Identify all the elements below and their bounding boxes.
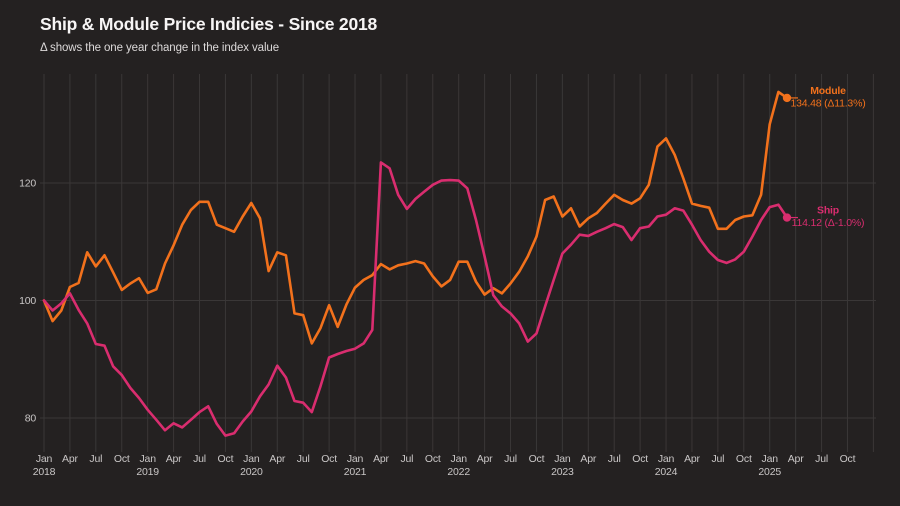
x-tick-label: Jan [140, 453, 157, 465]
x-tick-label: Oct [425, 453, 441, 465]
x-tick-label: Apr [477, 453, 493, 465]
x-tick-label: Oct [840, 453, 856, 465]
x-tick-label: Jul [504, 453, 517, 465]
x-tick-label: Apr [684, 453, 700, 465]
x-tick-year-label: 2018 [33, 466, 56, 478]
y-tick-label: 100 [19, 295, 36, 307]
module-series-label: Module [810, 85, 846, 97]
x-tick-label: Jul [711, 453, 724, 465]
x-tick-label: Jan [36, 453, 53, 465]
x-tick-label: Apr [62, 453, 78, 465]
x-tick-label: Jan [762, 453, 779, 465]
x-tick-label: Apr [373, 453, 389, 465]
x-tick-year-label: 2019 [136, 466, 159, 478]
x-tick-year-label: 2020 [240, 466, 263, 478]
y-tick-label: 80 [25, 413, 37, 425]
x-tick-label: Jul [193, 453, 206, 465]
y-tick-label: 120 [19, 178, 36, 190]
x-tick-label: Jan [554, 453, 571, 465]
x-tick-label: Oct [218, 453, 234, 465]
ship-end-dot [782, 213, 792, 222]
chart-subtitle: Δ shows the one year change in the index… [40, 42, 279, 54]
x-tick-label: Jan [658, 453, 675, 465]
chart-title: Ship & Module Price Indicies - Since 201… [40, 14, 378, 34]
x-tick-label: Jan [243, 453, 260, 465]
x-tick-label: Oct [736, 453, 752, 465]
x-tick-label: Jan [451, 453, 468, 465]
x-tick-label: Apr [580, 453, 596, 465]
x-tick-label: Jul [89, 453, 102, 465]
x-tick-label: Apr [269, 453, 285, 465]
x-tick-year-label: 2024 [655, 466, 678, 478]
x-tick-year-label: 2022 [447, 466, 470, 478]
x-tick-year-label: 2023 [551, 466, 574, 478]
x-tick-label: Apr [788, 453, 804, 465]
ship-series-value: 114.12 (Δ-1.0%) [792, 217, 865, 229]
x-tick-label: Jul [400, 453, 413, 465]
x-tick-label: Oct [321, 453, 337, 465]
x-tick-label: Oct [114, 453, 130, 465]
x-tick-label: Jul [608, 453, 621, 465]
x-tick-label: Jul [815, 453, 828, 465]
x-tick-label: Jan [347, 453, 364, 465]
chart-header: Ship & Module Price Indicies - Since 201… [40, 14, 377, 54]
ship-line [42, 161, 789, 437]
x-tick-year-label: 2021 [344, 466, 367, 478]
x-tick-label: Jul [297, 453, 310, 465]
module-series-value: 134.48 (Δ11.3%) [790, 97, 865, 109]
ship-series-label: Ship [817, 205, 839, 217]
x-tick-label: Oct [529, 453, 545, 465]
module-end-dot [782, 93, 792, 103]
x-tick-year-label: 2025 [758, 466, 781, 478]
x-tick-label: Oct [632, 453, 648, 465]
x-tick-label: Apr [166, 453, 182, 465]
module-line [42, 90, 789, 345]
